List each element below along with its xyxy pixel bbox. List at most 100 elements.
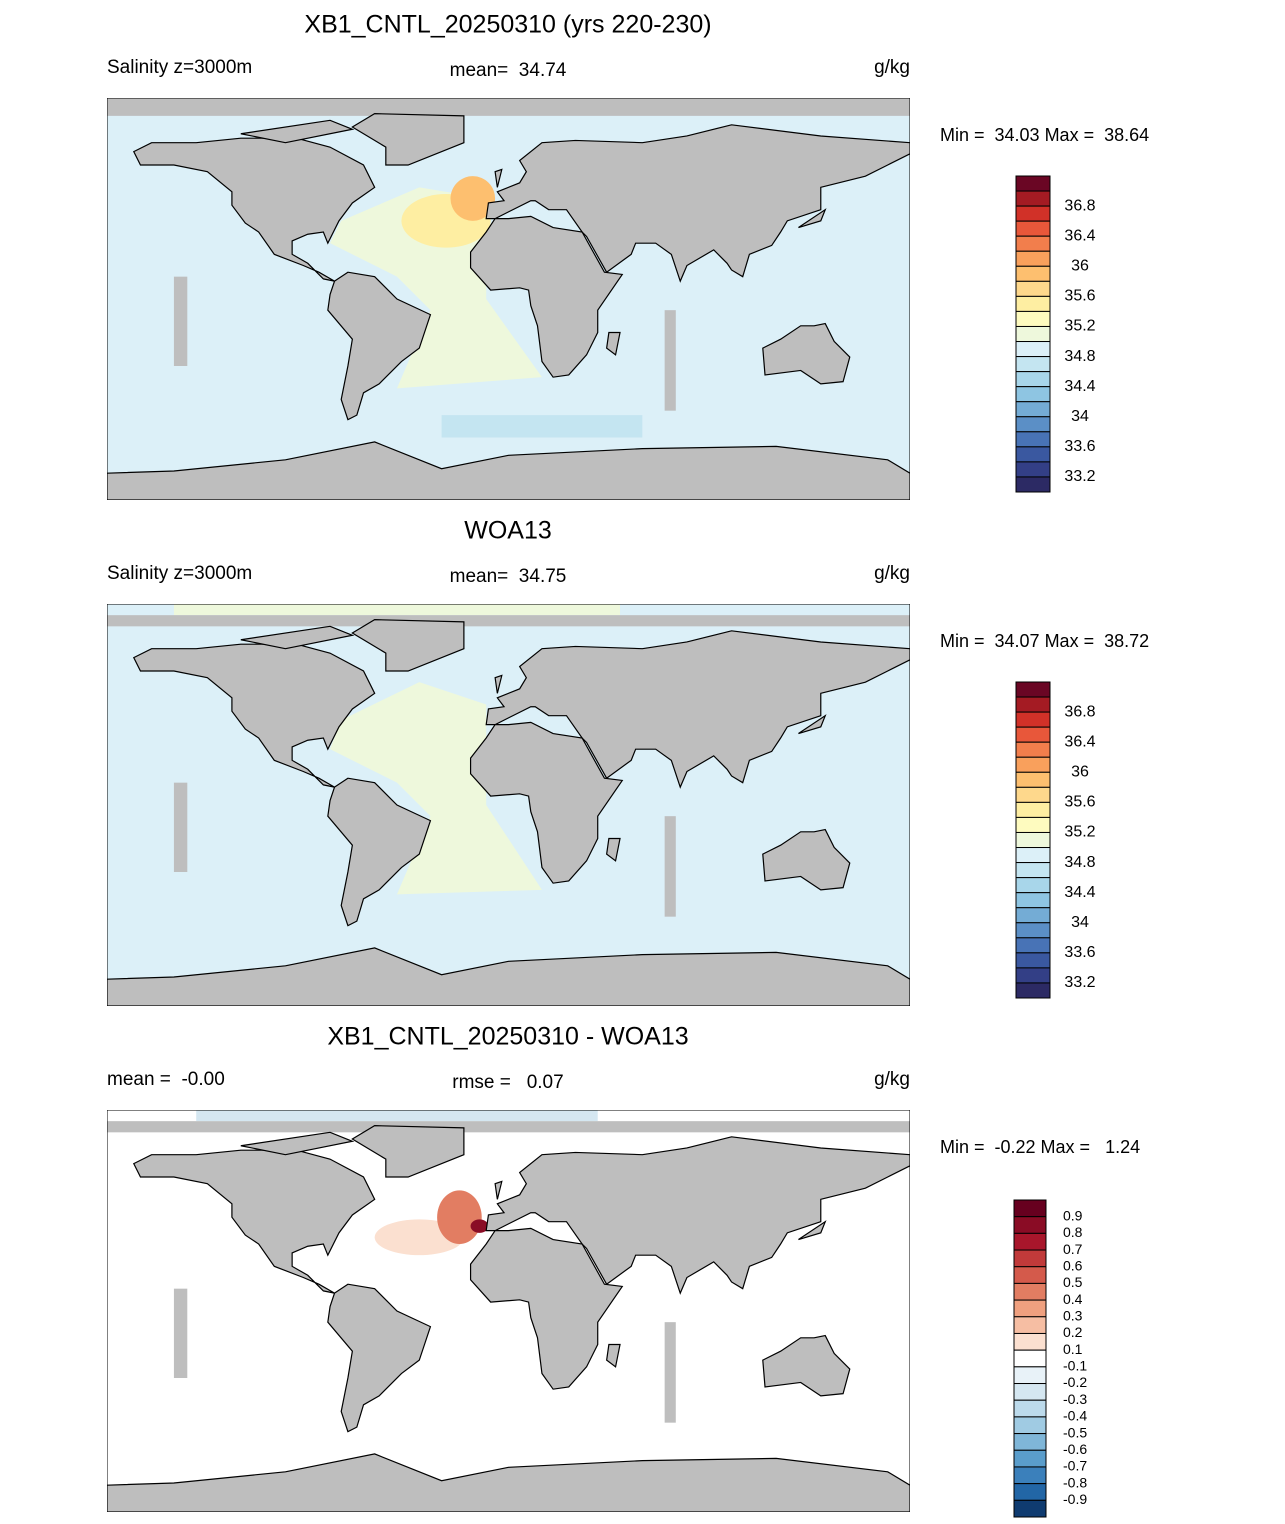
colorbar-box (1015, 310, 1051, 327)
colorbar-box (1013, 1466, 1047, 1485)
colorbar-label: 34 (1071, 408, 1089, 425)
colorbar-box (1015, 175, 1051, 192)
colorbar-label: -0.4 (1063, 1408, 1087, 1424)
map (107, 98, 910, 500)
colorbar-label: 0.8 (1063, 1224, 1083, 1240)
colorbar-box (1013, 1433, 1047, 1451)
colorbar-label: 36.8 (1064, 197, 1095, 214)
colorbar-box (1013, 1232, 1047, 1251)
colorbar-label: -0.1 (1063, 1358, 1087, 1374)
colorbar-box (1015, 771, 1051, 788)
left-label: Salinity z=3000m (107, 563, 252, 584)
colorbar-box (1013, 1449, 1047, 1468)
panel-title: XB1_CNTL_20250310 (yrs 220-230) (304, 11, 711, 39)
colorbar-box (1015, 831, 1051, 849)
colorbar-box (1013, 1216, 1047, 1234)
colorbar-box (1015, 982, 1051, 999)
colorbar-label: 0.6 (1063, 1257, 1083, 1273)
colorbar-box (1015, 476, 1051, 493)
colorbar-box (1015, 265, 1051, 282)
colorbar-box (1015, 922, 1051, 939)
colorbar-label: 35.6 (1064, 288, 1095, 305)
colorbar-box (1015, 741, 1051, 758)
colorbar-box (1015, 325, 1051, 343)
colorbar-label: 35.2 (1064, 824, 1095, 841)
colorbar-box (1015, 967, 1051, 984)
colorbar-box (1015, 341, 1051, 358)
colorbar-box (1013, 1316, 1047, 1334)
colorbar-label: -0.9 (1063, 1491, 1087, 1507)
colorbar-box (1015, 862, 1051, 879)
colorbar-box (1015, 681, 1051, 698)
colorbar-box (1015, 756, 1051, 773)
colorbar-label: 0.9 (1063, 1207, 1083, 1223)
colorbar-box (1015, 416, 1051, 433)
colorbar-box (1015, 446, 1051, 463)
colorbar-box (1015, 371, 1051, 388)
colorbar-label: 34.4 (1064, 378, 1095, 395)
colorbar-label: 34 (1071, 914, 1089, 931)
min-max-label: Min = -0.22 Max = 1.24 (940, 1137, 1140, 1157)
colorbar-box (1015, 386, 1051, 403)
colorbar-box (1013, 1266, 1047, 1284)
colorbar-label: -0.7 (1063, 1458, 1087, 1474)
colorbar-box (1015, 431, 1051, 448)
colorbar-box (1013, 1249, 1047, 1268)
colorbar-box (1015, 952, 1051, 969)
colorbar-box (1015, 295, 1051, 312)
colorbar-box (1015, 280, 1051, 297)
colorbar-box (1015, 892, 1051, 909)
colorbar-label: 0.3 (1063, 1307, 1083, 1323)
colorbar-box (1015, 235, 1051, 252)
colorbar-label: 36.4 (1064, 227, 1095, 244)
colorbar-box (1015, 937, 1051, 954)
colorbar-label: -0.8 (1063, 1474, 1087, 1490)
colorbar-box (1015, 786, 1051, 803)
colorbar-label: 36 (1071, 764, 1089, 781)
colorbar-box (1013, 1483, 1047, 1501)
colorbar-box (1015, 816, 1051, 833)
center-label: rmse = 0.07 (452, 1072, 563, 1093)
colorbar-box (1015, 877, 1051, 894)
colorbar-box (1013, 1399, 1047, 1418)
colorbar-box (1013, 1299, 1047, 1318)
panel-title: XB1_CNTL_20250310 - WOA13 (327, 1023, 688, 1051)
colorbar-label: 0.1 (1063, 1341, 1083, 1357)
colorbar-label: 0.7 (1063, 1241, 1083, 1257)
colorbar-label: 36 (1071, 258, 1089, 275)
colorbar-label: 33.2 (1064, 974, 1095, 991)
left-label: Salinity z=3000m (107, 57, 252, 78)
colorbar-box (1015, 847, 1051, 864)
map (107, 1110, 910, 1512)
colorbar-label: -0.5 (1063, 1424, 1087, 1440)
colorbar-label: -0.6 (1063, 1441, 1087, 1457)
units-label: g/kg (874, 57, 910, 78)
colorbar-box (1013, 1416, 1047, 1435)
colorbar-box (1013, 1282, 1047, 1301)
colorbar-box (1015, 801, 1051, 818)
min-max-label: Min = 34.03 Max = 38.64 (940, 125, 1149, 145)
colorbar-box (1015, 205, 1051, 222)
colorbar-box (1015, 401, 1051, 418)
colorbar-label: 0.4 (1063, 1291, 1083, 1307)
colorbar-label: 33.6 (1064, 944, 1095, 961)
min-max-label: Min = 34.07 Max = 38.72 (940, 631, 1149, 651)
map (107, 604, 910, 1006)
colorbar-label: 34.4 (1064, 884, 1095, 901)
panel-title: WOA13 (464, 517, 552, 545)
colorbar-label: 0.2 (1063, 1324, 1083, 1340)
colorbar-label: 35.2 (1064, 318, 1095, 335)
colorbar-box (1015, 907, 1051, 924)
colorbar-label: 33.6 (1064, 438, 1095, 455)
colorbar-label: 34.8 (1064, 348, 1095, 365)
colorbar-box (1015, 461, 1051, 478)
colorbar-label: 36.4 (1064, 733, 1095, 750)
colorbar-box (1015, 726, 1051, 743)
colorbar-label: 33.2 (1064, 468, 1095, 485)
colorbar-box (1013, 1499, 1047, 1518)
colorbar-box (1013, 1332, 1047, 1351)
colorbar-box (1015, 356, 1051, 373)
colorbar-box (1015, 220, 1051, 237)
colorbar-box (1013, 1349, 1047, 1368)
